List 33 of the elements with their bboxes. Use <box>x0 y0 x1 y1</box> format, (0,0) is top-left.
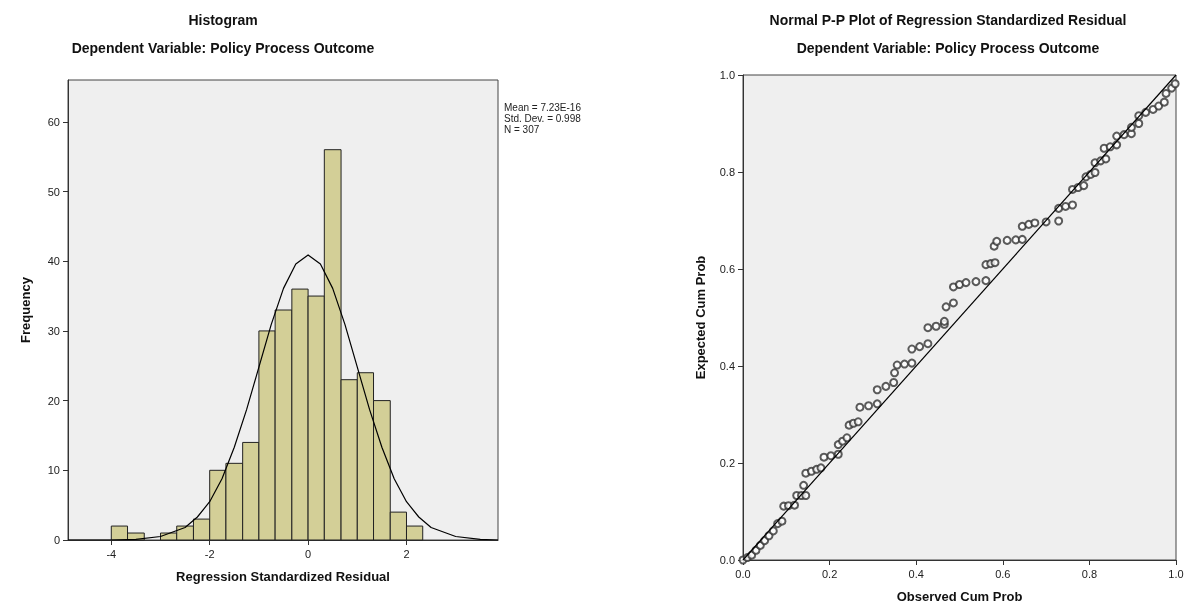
y-axis-title: Frequency <box>18 276 33 343</box>
x-axis-title: Regression Standardized Residual <box>176 569 390 584</box>
y-tick-label: 20 <box>47 394 60 407</box>
chart-title: Normal P-P Plot of Regression Standardized Residual <box>769 12 1127 28</box>
chart-subtitle: Dependent Variable: Policy Process Outcome <box>796 40 1100 56</box>
y-tick-label: 60 <box>47 115 60 128</box>
x-tick-label: -2 <box>204 547 215 560</box>
x-tick-label: 0.8 <box>1081 567 1098 580</box>
text: Mean = 7.23E-16 <box>504 102 582 113</box>
chart-subtitle: Dependent Variable: Policy Process Outcome <box>71 40 375 56</box>
y-tick-label: 30 <box>47 324 60 337</box>
x-tick-label: 0.0 <box>735 567 751 580</box>
y-tick-label: 10 <box>47 464 60 477</box>
y-tick-label: 0.6 <box>719 263 735 275</box>
y-tick-label: 40 <box>47 255 60 268</box>
x-tick-label: -4 <box>106 547 117 560</box>
y-tick-label: 0.8 <box>719 166 735 178</box>
x-tick-label: 0 <box>305 547 312 560</box>
x-tick-label: 0.6 <box>995 567 1011 580</box>
y-tick-label: 50 <box>47 185 60 198</box>
y-axis-title: Expected Cum Prob <box>693 255 708 380</box>
text: Std. Dev. = 0.998 <box>504 113 582 124</box>
y-tick-label: 0 <box>53 534 60 546</box>
y-tick-label: 0.2 <box>719 457 735 469</box>
y-tick-label: 1.0 <box>719 69 735 81</box>
chart-title: Histogram <box>188 12 258 28</box>
y-tick-label: 0.4 <box>719 360 735 372</box>
x-tick-label: 1.0 <box>1168 567 1184 580</box>
x-axis-title: Observed Cum Prob <box>896 589 1023 604</box>
x-tick-label: 2 <box>403 547 410 560</box>
x-tick-label: 0.2 <box>821 567 838 580</box>
x-tick-label: 0.4 <box>908 567 924 580</box>
text: N = 307 <box>504 124 540 135</box>
